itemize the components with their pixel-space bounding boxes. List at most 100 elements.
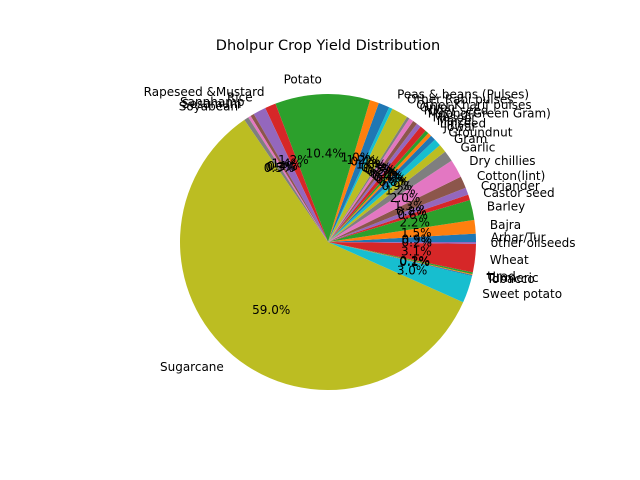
pie-slice-unlabeled: [328, 100, 379, 242]
slice-percent-cotton-lint: 1.3%: [394, 199, 425, 213]
pie-slice-moong-green-gram: [328, 123, 421, 242]
slice-label-masoor: Masoor: [433, 110, 477, 124]
slice-percent-tobacco: 0.1%: [399, 255, 430, 269]
pie-slice-wheat: [328, 242, 476, 273]
chart-title: Dholpur Crop Yield Distribution: [216, 38, 440, 54]
pie-slice-arhar-tur: [328, 233, 477, 242]
pie-slice-niger-seed: [328, 120, 417, 242]
slice-percent-turmeric: 0.1%: [399, 255, 430, 269]
slice-percent-coriander: 0.8%: [396, 205, 427, 219]
slice-percent-groundnut: 0.8%: [378, 175, 409, 189]
slice-label-sugarcane: Sugarcane: [160, 360, 224, 374]
slice-label-other-rabi-pulses: Other Rabi pulses: [407, 93, 514, 107]
slice-label-sannhamp: Sannhamp: [180, 95, 244, 109]
slice-percent-wheat: 3.1%: [401, 245, 432, 259]
pie-slice-dry-chillies: [328, 160, 461, 242]
slice-label-arhar-tur: Arhar/Tur: [491, 230, 546, 244]
pie-slice-sannhamp: [250, 113, 328, 242]
slice-label-tobacco: Tobacco: [486, 272, 535, 286]
slice-label-cotton-lint: Cotton(lint): [477, 169, 545, 183]
slice-label-rapeseed-mustard: Rapeseed &Mustard: [144, 85, 265, 99]
slice-percent-gram: 0.9%: [382, 179, 413, 193]
slice-label-sesamum: Sesamum: [182, 97, 242, 111]
slice-percent-soyabean: 0.5%: [264, 161, 295, 175]
pie-slice-other-oilseeds: [328, 242, 477, 244]
slice-label-bajra: Bajra: [490, 218, 521, 232]
slice-percent-jowar: 0.6%: [376, 172, 407, 186]
pie-slice-sweet-potato: [328, 242, 473, 303]
slice-percent-sweet-potato: 3.0%: [397, 263, 428, 277]
slice-label-onion: Onion: [420, 100, 455, 114]
slice-label-soyabean: Soyabean: [179, 99, 238, 113]
slice-percent-sugarcane: 59.0%: [252, 303, 290, 317]
pie-slice-bajra: [328, 219, 476, 242]
pie-slice-jowar: [328, 135, 435, 242]
slice-percent-maize: 0.4%: [372, 169, 403, 183]
slice-percent-peas-beans-pulses: 0.4%: [350, 155, 381, 169]
pie-slice-rapeseed-mustard: [265, 103, 328, 242]
slice-percent-rice: 1.4%: [272, 156, 303, 170]
slice-label-niger-seed: Niger seed: [424, 103, 489, 117]
pie-slice-other-rabi-pulses: [328, 108, 408, 243]
slice-percent-rapeseed-mustard: 1.2%: [278, 153, 309, 167]
slice-label-peas-beans-pulses: Peas & beans (Pulses): [397, 88, 529, 102]
pie-slice-rice: [253, 107, 328, 242]
slice-label-dry-chillies: Dry chillies: [469, 154, 535, 168]
pie-slice-castor-seed: [328, 194, 470, 242]
slice-percent-slice-20: 1.2%: [346, 153, 377, 167]
slice-label-linseed: Linseed: [440, 117, 486, 131]
pie-slice-groundnut: [328, 139, 440, 242]
pie-slice-peas-beans-pulses: [328, 107, 393, 242]
slice-percent-moong-green-gram: 0.5%: [367, 165, 398, 179]
pie-slice-potato: [275, 93, 371, 242]
slice-label-turmeric: Turmeric: [486, 271, 539, 285]
slice-percent-barley: 2.2%: [399, 216, 430, 230]
slice-percent-potato: 10.4%: [306, 146, 344, 160]
slice-label-other-oilseeds: other oilseeds: [491, 236, 576, 250]
slice-percent-other-oilseeds: 0.2%: [402, 236, 433, 250]
slice-label-garlic: Garlic: [461, 141, 496, 155]
slice-label-potato: Potato: [284, 72, 322, 86]
pie-slice-masoor: [328, 126, 426, 242]
slice-label-sweet-potato: Sweet potato: [482, 287, 562, 301]
slice-percent-other-kharif-pulses: 0.3%: [361, 160, 392, 174]
slice-label-castor-seed: Castor seed: [483, 186, 554, 200]
slice-percent-arhar-tur: 0.9%: [402, 233, 433, 247]
slice-percent-slice-21: 1.0%: [341, 151, 372, 165]
slice-label-coriander: Coriander: [481, 179, 540, 193]
slice-percent-masoor: 0.7%: [370, 167, 401, 181]
pie-slice-onion: [328, 118, 414, 242]
slice-label-jowar: Jowar: [443, 120, 477, 134]
pie-slice-cotton-lint: [328, 176, 466, 242]
pie-slice-tobacco: [328, 242, 473, 276]
slice-percent-bajra: 1.5%: [401, 226, 432, 240]
slice-label-rice: Rice: [227, 91, 253, 105]
slice-percent-sesamum: 0.3%: [266, 160, 297, 174]
slice-percent-linseed: 0.4%: [374, 171, 405, 185]
pie-slice-turmeric: [328, 242, 473, 276]
pie-slice-unlabeled: [328, 103, 390, 242]
pie-slice-barley: [328, 199, 475, 242]
slice-percent-garlic: 1.2%: [385, 183, 416, 197]
pie-slice-garlic: [328, 151, 452, 242]
pie-slice-maize: [328, 130, 429, 242]
pie-slice-other-kharif-pulses: [328, 116, 410, 242]
slice-percent-niger-seed: 0.5%: [365, 163, 396, 177]
pie-slice-sesamum: [248, 115, 328, 242]
slice-label-gram: Gram: [454, 132, 487, 146]
slice-label-maize: Maize: [437, 114, 472, 128]
slice-percent-onion: 0.5%: [363, 162, 394, 176]
pie-slices: [179, 93, 477, 391]
pie-percent-labels: 0.9%1.5%2.2%0.6%0.8%1.3%2.0%1.2%0.9%0.8%…: [252, 146, 432, 317]
slice-percent-sannhamp: 0.4%: [267, 159, 298, 173]
slice-label-barley: Barley: [487, 200, 525, 214]
pie-slice-coriander: [328, 187, 469, 242]
slice-label-wheat: Wheat: [490, 253, 529, 267]
slice-percent-castor-seed: 0.6%: [397, 208, 428, 222]
pie-slice-sugarcane: [179, 119, 464, 391]
slice-label-groundnut: Groundnut: [448, 125, 512, 139]
pie-slice-soyabean: [244, 117, 328, 242]
slice-label-other-kharif-pulses: Other Kharif pulses: [416, 98, 531, 112]
